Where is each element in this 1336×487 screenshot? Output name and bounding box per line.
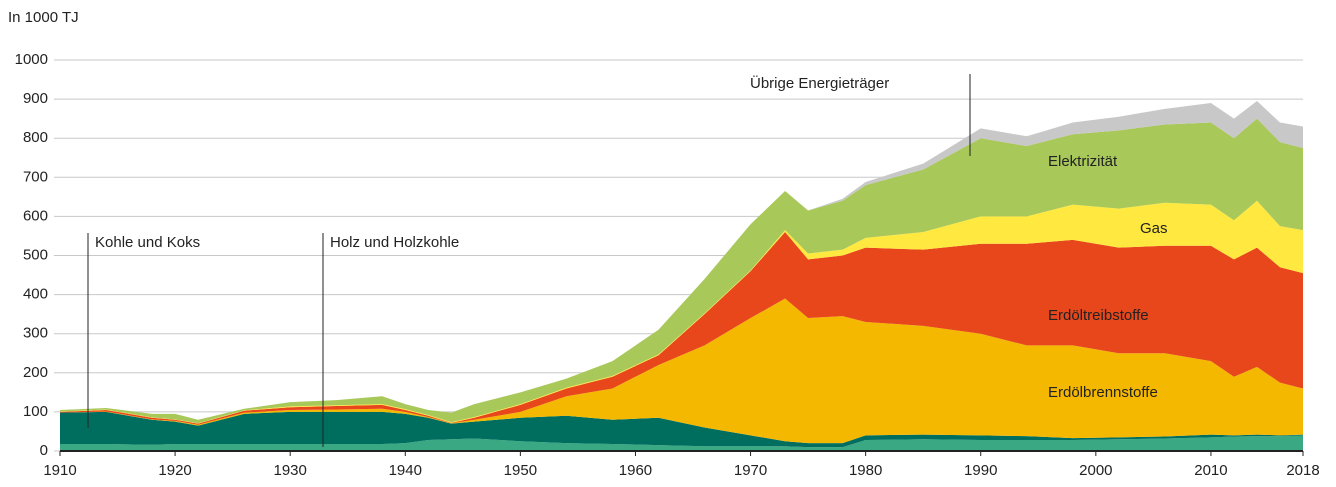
x-tick-label: 2010 bbox=[1194, 462, 1227, 479]
y-tick-label: 300 bbox=[23, 325, 48, 342]
y-tick-label: 900 bbox=[23, 90, 48, 107]
y-tick-label: 400 bbox=[23, 286, 48, 303]
series-label: Holz und Holzkohle bbox=[330, 234, 459, 251]
x-tick-label: 1940 bbox=[389, 462, 422, 479]
x-tick-label: 1990 bbox=[964, 462, 997, 479]
series-label: Erdölbrennstoffe bbox=[1048, 384, 1158, 401]
x-tick-label: 1980 bbox=[849, 462, 882, 479]
area bbox=[60, 232, 1303, 425]
area bbox=[60, 298, 1303, 444]
x-tick-label: 2000 bbox=[1079, 462, 1112, 479]
series-label: Kohle und Koks bbox=[95, 234, 200, 251]
x-tick-label: 2018 bbox=[1286, 462, 1319, 479]
x-tick-label: 1960 bbox=[619, 462, 652, 479]
y-tick-label: 800 bbox=[23, 129, 48, 146]
area bbox=[60, 411, 1303, 448]
x-tick-label: 1930 bbox=[273, 462, 306, 479]
y-axis-label: In 1000 TJ bbox=[8, 9, 79, 26]
y-tick-label: 1000 bbox=[15, 51, 48, 68]
x-tick-label: 1920 bbox=[158, 462, 191, 479]
x-tick-label: 1910 bbox=[43, 462, 76, 479]
series-label: Erdöltreibstoffe bbox=[1048, 307, 1149, 324]
y-tick-label: 0 bbox=[40, 442, 48, 459]
area bbox=[60, 435, 1303, 451]
series-label: Gas bbox=[1140, 220, 1168, 237]
area bbox=[60, 118, 1303, 424]
y-tick-label: 100 bbox=[23, 403, 48, 420]
series-label: Elektrizität bbox=[1048, 153, 1118, 170]
area bbox=[60, 200, 1303, 424]
x-tick-label: 1970 bbox=[734, 462, 767, 479]
y-tick-label: 500 bbox=[23, 246, 48, 263]
y-tick-label: 600 bbox=[23, 207, 48, 224]
y-tick-label: 700 bbox=[23, 168, 48, 185]
x-tick-label: 1950 bbox=[504, 462, 537, 479]
y-tick-label: 200 bbox=[23, 364, 48, 381]
series-label: Übrige Energieträger bbox=[750, 74, 889, 92]
